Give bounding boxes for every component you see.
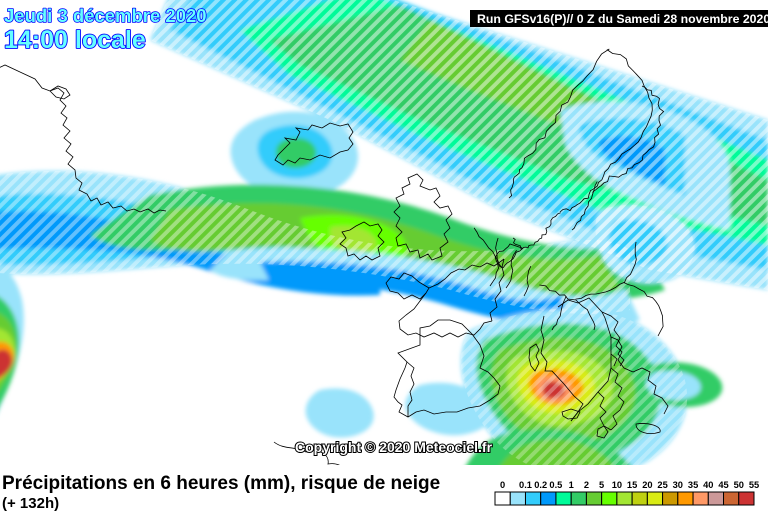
svg-text:0.5: 0.5 [549,480,562,490]
svg-text:14:00 locale: 14:00 locale [4,26,146,54]
svg-text:30: 30 [673,480,683,490]
svg-text:50: 50 [734,480,744,490]
svg-text:(+ 132h): (+ 132h) [2,495,59,512]
svg-text:0.2: 0.2 [534,480,547,490]
svg-text:Copyright © 2020 Meteociel.fr: Copyright © 2020 Meteociel.fr [295,439,493,455]
svg-text:0: 0 [500,480,505,490]
svg-text:Run GFSv16(P)// 0 Z du Samedi: Run GFSv16(P)// 0 Z du Samedi 28 novembr… [477,12,768,26]
svg-text:15: 15 [627,480,637,490]
svg-text:5: 5 [599,480,604,490]
svg-text:1: 1 [569,480,574,490]
svg-text:0.1: 0.1 [519,480,532,490]
svg-text:10: 10 [612,480,622,490]
svg-text:20: 20 [642,480,652,490]
svg-text:45: 45 [718,480,728,490]
svg-text:40: 40 [703,480,713,490]
svg-text:25: 25 [657,480,667,490]
svg-text:2: 2 [584,480,589,490]
svg-text:Jeudi 3 décembre 2020: Jeudi 3 décembre 2020 [4,5,207,26]
svg-text:35: 35 [688,480,698,490]
svg-text:55: 55 [749,480,759,490]
svg-text:Précipitations en 6 heures (mm: Précipitations en 6 heures (mm), risque … [2,473,440,494]
